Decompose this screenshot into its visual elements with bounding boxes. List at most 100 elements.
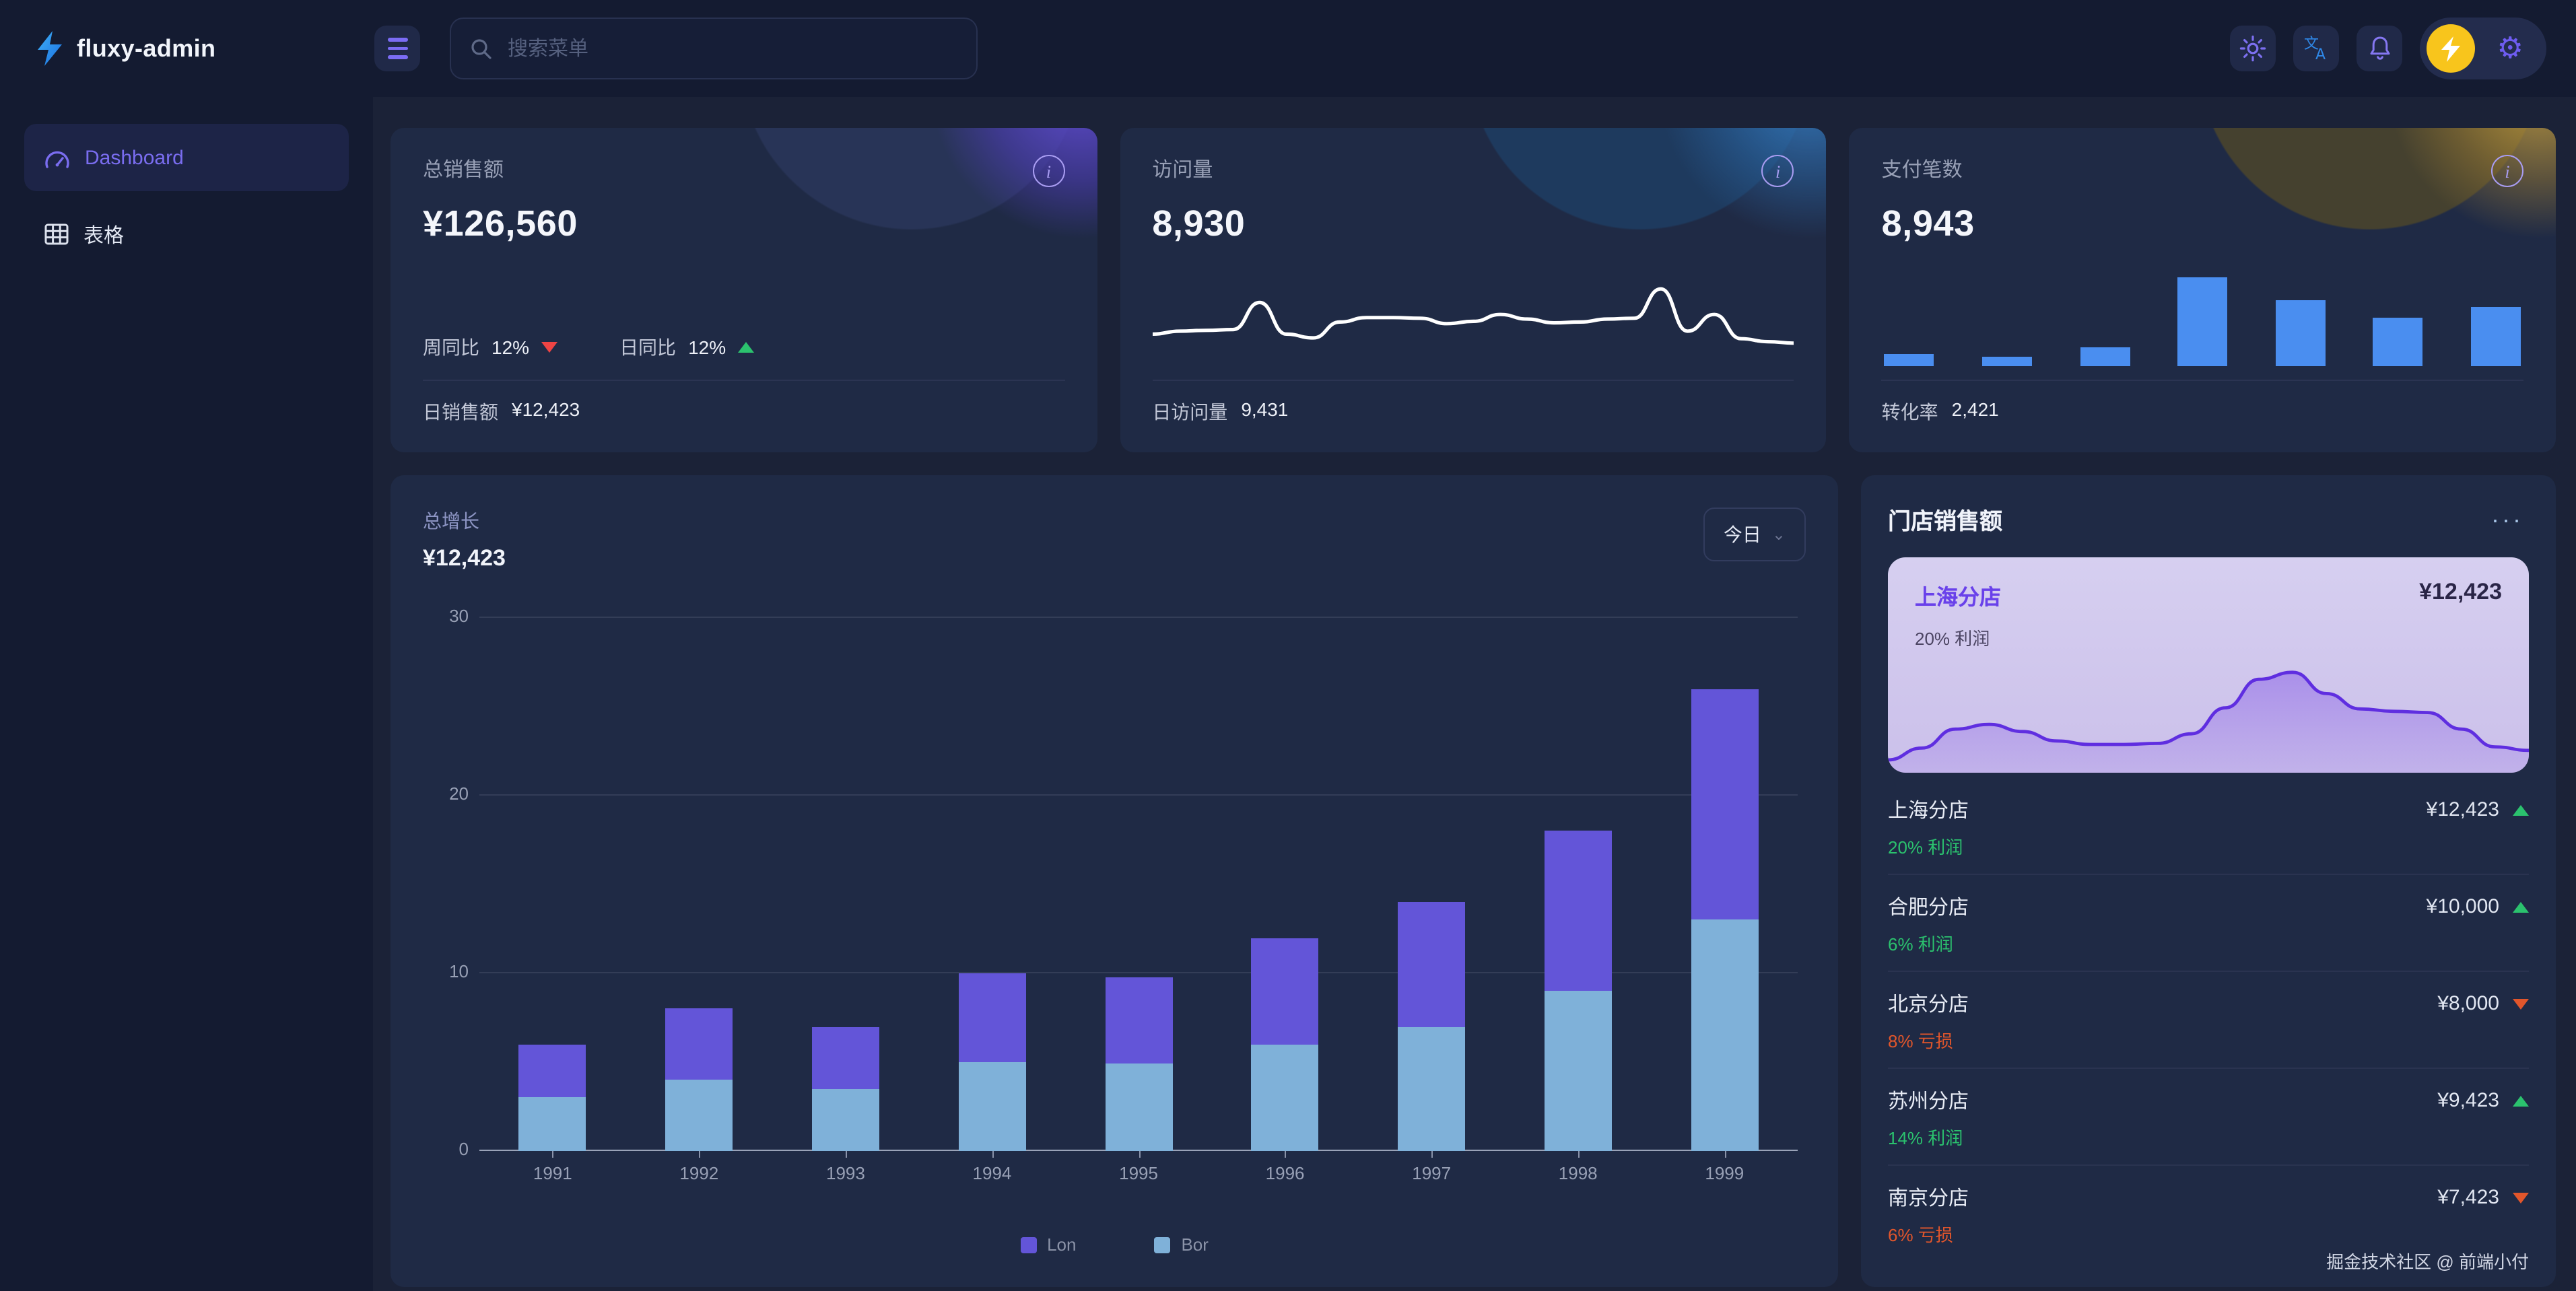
trend-triangle-icon bbox=[2513, 804, 2529, 815]
store-value: ¥7,423 bbox=[2437, 1186, 2499, 1209]
gear-icon: ⚙ bbox=[2497, 31, 2523, 65]
bar-column: 1993 bbox=[772, 618, 919, 1183]
main-content: 总销售额 i ¥126,560 周同比 12% 日同比 bbox=[373, 97, 2576, 1291]
bar-segment-bor bbox=[665, 1080, 733, 1151]
language-button[interactable]: 文 A bbox=[2293, 26, 2340, 71]
store-list: 上海分店 ¥12,423 20% 利润 合肥分店 ¥10,000 6% 利润 北… bbox=[1888, 778, 2529, 1268]
bar-segment-bor bbox=[1398, 1026, 1466, 1151]
y-axis-label: 0 bbox=[459, 1139, 469, 1159]
bar-column: 1991 bbox=[479, 618, 626, 1183]
store-sub-label: 14% 利润 bbox=[1888, 1128, 1963, 1148]
hamburger-icon bbox=[387, 38, 407, 59]
bar-segment-bor bbox=[1691, 919, 1759, 1151]
app-title: fluxy-admin bbox=[77, 34, 216, 61]
info-button[interactable]: i bbox=[1761, 155, 1794, 187]
bar-segment-lon bbox=[1251, 938, 1319, 1045]
store-value: ¥9,423 bbox=[2437, 1089, 2499, 1112]
sidebar-item-label: 表格 bbox=[83, 224, 125, 247]
bar-column: 1994 bbox=[919, 618, 1066, 1183]
search-box bbox=[450, 18, 978, 79]
menu-toggle-button[interactable] bbox=[374, 26, 420, 71]
settings-button[interactable]: ⚙ bbox=[2497, 31, 2540, 65]
x-axis-tick bbox=[699, 1151, 701, 1158]
x-axis-label: 1994 bbox=[972, 1163, 1012, 1183]
range-label: 今日 bbox=[1723, 524, 1761, 545]
bar-column: 1992 bbox=[626, 618, 773, 1183]
stores-panel: 门店销售额 ··· 上海分店 ¥12,423 20% 利润 上海分 bbox=[1861, 475, 2556, 1287]
store-highlight-card[interactable]: 上海分店 ¥12,423 20% 利润 bbox=[1888, 557, 2529, 773]
legend-item-bor[interactable]: Bor bbox=[1154, 1234, 1209, 1255]
gauge-icon bbox=[45, 150, 69, 168]
stats-row: 总销售额 i ¥126,560 周同比 12% 日同比 bbox=[391, 128, 2556, 452]
highlight-store-value: ¥12,423 bbox=[2419, 579, 2502, 604]
trend-up-triangle-icon bbox=[738, 342, 755, 353]
sidebar-item-dashboard[interactable]: Dashboard bbox=[24, 124, 349, 191]
store-value: ¥10,000 bbox=[2426, 895, 2499, 918]
store-row[interactable]: 合肥分店 ¥10,000 6% 利润 bbox=[1888, 875, 2529, 972]
stat-footer-value: 9,431 bbox=[1241, 398, 1289, 420]
info-button[interactable]: i bbox=[2491, 155, 2523, 187]
store-row[interactable]: 苏州分店 ¥9,423 14% 利润 bbox=[1888, 1069, 2529, 1166]
logo-lightning-icon bbox=[38, 31, 62, 66]
mini-bar bbox=[2373, 317, 2423, 366]
x-axis-label: 1996 bbox=[1265, 1163, 1305, 1183]
bar-segment-lon bbox=[1105, 977, 1173, 1064]
header-actions: 文 A ⚙ bbox=[2230, 18, 2546, 79]
store-name: 合肥分店 bbox=[1888, 897, 1969, 919]
store-name: 南京分店 bbox=[1888, 1187, 1969, 1210]
divider bbox=[1881, 380, 2523, 381]
range-select-button[interactable]: 今日 ⌄ bbox=[1703, 508, 1806, 561]
x-axis-tick bbox=[1285, 1151, 1287, 1158]
mini-bar bbox=[2275, 300, 2326, 366]
growth-chart-card: 总增长 ¥12,423 今日 ⌄ 0 10 20 30 1991 bbox=[391, 475, 1838, 1287]
store-row[interactable]: 南京分店 ¥7,423 6% 亏损 bbox=[1888, 1166, 2529, 1261]
info-icon: i bbox=[2505, 161, 2510, 181]
bar-segment-lon bbox=[665, 1008, 733, 1080]
store-sub-label: 6% 亏损 bbox=[1888, 1225, 1953, 1245]
x-axis-tick bbox=[1139, 1151, 1141, 1158]
bar-segment-lon bbox=[1691, 689, 1759, 920]
info-icon: i bbox=[1046, 161, 1051, 181]
x-axis-tick bbox=[845, 1151, 847, 1158]
x-axis-label: 1991 bbox=[533, 1163, 572, 1183]
sidebar-item-label: Dashboard bbox=[85, 146, 184, 169]
store-sub-label: 20% 利润 bbox=[1888, 837, 1963, 858]
x-axis-label: 1999 bbox=[1705, 1163, 1744, 1183]
legend-swatch bbox=[1020, 1236, 1037, 1253]
growth-value: ¥12,423 bbox=[423, 545, 506, 571]
store-sub-label: 8% 亏损 bbox=[1888, 1031, 1953, 1051]
stat-card-visits: 访问量 i 8,930 日访问量 9,431 bbox=[1120, 128, 1826, 452]
legend-item-lon[interactable]: Lon bbox=[1020, 1234, 1076, 1255]
mini-bar bbox=[1884, 354, 1934, 366]
bar-column: 1998 bbox=[1505, 618, 1652, 1183]
sidebar-item-table[interactable]: 表格 bbox=[24, 205, 349, 264]
avatar[interactable] bbox=[2427, 24, 2476, 73]
store-row[interactable]: 上海分店 ¥12,423 20% 利润 bbox=[1888, 778, 2529, 875]
stat-value: 8,930 bbox=[1152, 203, 1246, 244]
divider bbox=[1152, 380, 1794, 381]
bar-segment-bor bbox=[958, 1062, 1026, 1151]
y-axis-label: 10 bbox=[449, 961, 469, 981]
stat-card-payments: 支付笔数 i 8,943 转化率 2,421 bbox=[1850, 128, 2556, 452]
notifications-button[interactable] bbox=[2357, 26, 2403, 71]
bell-icon bbox=[2370, 36, 2390, 60]
theme-toggle-button[interactable] bbox=[2230, 26, 2276, 71]
mini-bar bbox=[1981, 357, 2032, 366]
logo: fluxy-admin bbox=[35, 31, 374, 66]
x-axis-label: 1992 bbox=[679, 1163, 719, 1183]
bar-column: 1995 bbox=[1065, 618, 1212, 1183]
bar-segment-lon bbox=[1544, 831, 1612, 991]
x-axis-tick bbox=[1724, 1151, 1726, 1158]
credit-text: 掘金技术社区 @ 前端小付 bbox=[2326, 1252, 2529, 1272]
store-name: 上海分店 bbox=[1888, 800, 1969, 823]
more-button[interactable]: ··· bbox=[2486, 507, 2529, 531]
user-pill: ⚙ bbox=[2420, 18, 2546, 79]
ellipsis-icon: ··· bbox=[2491, 505, 2523, 532]
store-row[interactable]: 北京分店 ¥8,000 8% 亏损 bbox=[1888, 972, 2529, 1069]
header: fluxy-admin bbox=[0, 0, 2576, 97]
svg-text:A: A bbox=[2316, 46, 2326, 63]
table-icon bbox=[44, 223, 69, 245]
info-button[interactable]: i bbox=[1032, 155, 1065, 187]
search-input[interactable] bbox=[505, 36, 957, 61]
